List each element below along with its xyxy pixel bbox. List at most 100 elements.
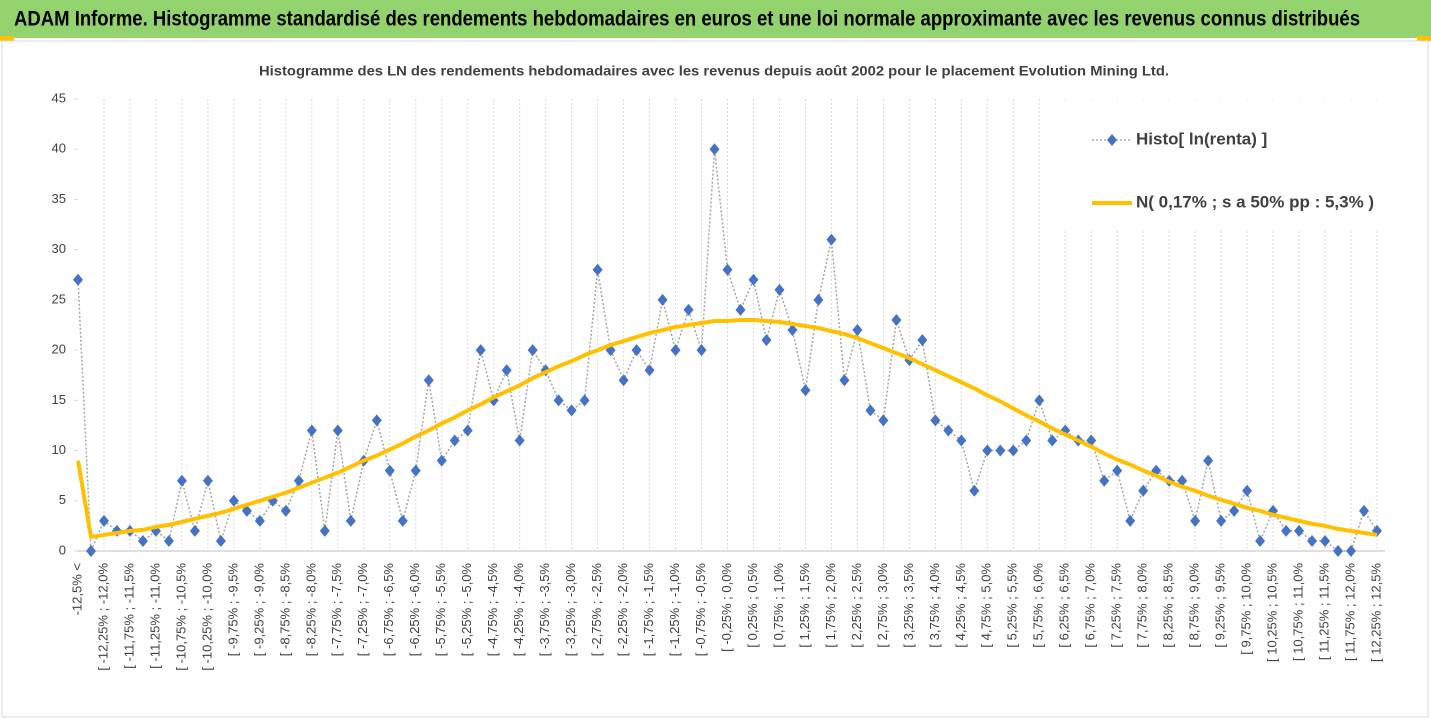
- y-tick-label: 30: [52, 241, 66, 256]
- x-tick-label: [ -0,75% ; -0,5%: [693, 563, 708, 657]
- marker: [345, 514, 356, 527]
- y-tick-label: 40: [52, 141, 66, 156]
- marker: [930, 414, 941, 427]
- series-line: [76, 317, 1378, 539]
- marker: [592, 263, 603, 276]
- x-tick-label: [ 12,25% ; 12,5%: [1368, 563, 1383, 662]
- x-tick-label: [ 11,25% ; 11,5%: [1316, 563, 1331, 661]
- x-tick-label: [ 1,75% ; 2,0%: [823, 563, 838, 648]
- marker: [1008, 444, 1019, 457]
- marker: [475, 344, 486, 357]
- marker: [202, 474, 213, 487]
- corner-right: [1417, 36, 1431, 41]
- marker: [332, 424, 343, 437]
- x-tick-label: [ -2,25% ; -2,0%: [615, 563, 630, 657]
- marker: [1112, 464, 1123, 477]
- x-tick-label: [ -8,25% ; -8,0%: [303, 563, 318, 657]
- marker: [566, 404, 577, 417]
- x-tick-label: [ 0,75% ; 1,0%: [771, 563, 786, 648]
- marker: [1099, 474, 1110, 487]
- x-tick-label: [ -2,75% ; -2,5%: [589, 563, 604, 657]
- marker: [1359, 504, 1370, 517]
- marker: [306, 424, 317, 437]
- marker: [384, 464, 395, 477]
- x-tick-label: [ -3,25% ; -3,0%: [563, 563, 578, 657]
- marker: [618, 374, 629, 387]
- marker: [1034, 394, 1045, 407]
- marker: [1125, 514, 1136, 527]
- marker: [1255, 534, 1266, 547]
- x-tick-label: [ 1,25% ; 1,5%: [797, 563, 812, 648]
- x-tick-label: [ 6,25% ; 6,5%: [1057, 563, 1072, 648]
- y-tick-label: 0: [59, 542, 66, 557]
- marker: [670, 344, 681, 357]
- marker: [436, 454, 447, 467]
- x-tick-label: [ 11,75% ; 12,0%: [1342, 563, 1357, 661]
- marker: [371, 414, 382, 427]
- marker: [982, 444, 993, 457]
- marker: [891, 313, 902, 326]
- x-tick-label: [ 6,75% ; 7,0%: [1083, 563, 1098, 648]
- marker: [1333, 545, 1344, 557]
- y-tick-label: 10: [52, 442, 66, 457]
- marker: [137, 534, 148, 547]
- marker: [735, 303, 746, 316]
- marker: [527, 344, 538, 357]
- marker: [1294, 524, 1305, 537]
- marker: [98, 514, 109, 527]
- header-band: [0, 0, 1431, 38]
- marker: [657, 293, 668, 306]
- y-tick-label: 45: [52, 90, 66, 105]
- marker: [943, 424, 954, 437]
- legend-label: Histo[ ln(renta) ]: [1136, 129, 1267, 148]
- x-tick-label: [ -10,75% ; -10,5%: [173, 563, 188, 671]
- marker: [501, 364, 512, 377]
- x-tick-label: [ 2,25% ; 2,5%: [849, 563, 864, 648]
- x-tick-label: [ 8,25% ; 8,5%: [1161, 563, 1176, 648]
- x-tick-label: [ -7,75% ; -7,5%: [329, 563, 344, 657]
- marker: [1216, 514, 1227, 527]
- marker: [969, 484, 980, 497]
- x-tick-label: [ -4,25% ; -4,0%: [511, 563, 526, 657]
- marker: [878, 414, 889, 427]
- marker: [410, 464, 421, 477]
- marker: [1307, 534, 1318, 547]
- marker: [813, 293, 824, 306]
- x-tick-label: [ 8,75% ; 9,0%: [1187, 563, 1202, 648]
- marker: [319, 524, 330, 537]
- marker: [215, 534, 226, 547]
- x-tick-label: [ -4,75% ; -4,5%: [485, 563, 500, 657]
- marker: [1138, 484, 1149, 497]
- y-tick-label: 15: [52, 392, 66, 407]
- x-tick-label: [ 4,75% ; 5,0%: [979, 563, 994, 648]
- x-tick-label: [ 5,25% ; 5,5%: [1005, 563, 1020, 648]
- marker: [1281, 524, 1292, 537]
- y-tick-label: 20: [52, 342, 66, 357]
- x-tick-label: [ -5,25% ; -5,0%: [459, 563, 474, 657]
- marker: [826, 233, 837, 246]
- chart-border: [1, 40, 1429, 718]
- marker: [163, 534, 174, 547]
- marker: [176, 474, 187, 487]
- x-tick-label: [ -6,75% ; -6,5%: [381, 563, 396, 657]
- marker: [683, 303, 694, 316]
- marker: [449, 434, 460, 447]
- x-tick-label: [ 2,75% ; 3,0%: [875, 563, 890, 648]
- marker: [1047, 434, 1058, 447]
- marker: [1242, 484, 1253, 497]
- x-tick-label: [ -6,25% ; -6,0%: [407, 563, 422, 657]
- marker: [800, 384, 811, 397]
- marker: [956, 434, 967, 447]
- marker: [748, 273, 759, 286]
- legend-box: [1062, 100, 1390, 230]
- x-tick-label: [ -11,75% ; -11,5%: [121, 563, 136, 669]
- x-tick-label: [ -9,25% ; -9,0%: [251, 563, 266, 657]
- marker: [644, 364, 655, 377]
- legend-marker: [1107, 134, 1117, 146]
- marker: [1203, 454, 1214, 467]
- marker: [995, 444, 1006, 457]
- marker: [1346, 545, 1357, 557]
- corner-left: [0, 36, 14, 41]
- x-tick-label: [ 3,25% ; 3,5%: [901, 563, 916, 648]
- x-tick-label: [ 7,25% ; 7,5%: [1109, 563, 1124, 648]
